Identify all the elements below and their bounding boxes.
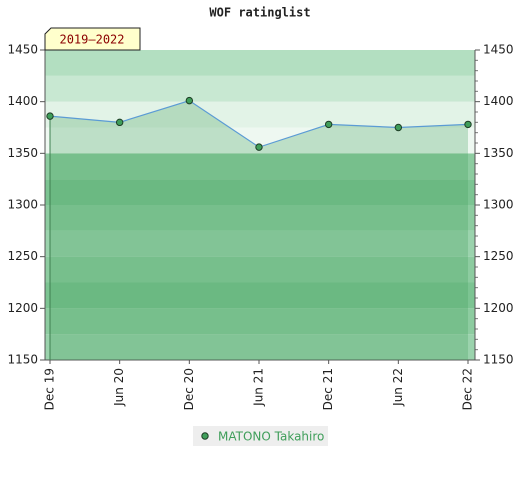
- y-tick-label: 1450: [7, 43, 38, 57]
- point: [185, 96, 194, 105]
- y-tick-label: 1300: [7, 198, 38, 212]
- y-tick-label: 1200: [7, 301, 38, 315]
- background-band: [45, 179, 475, 205]
- x-tick-label: Dec 21: [321, 368, 335, 410]
- y2-tick-label: 1300: [483, 198, 514, 212]
- point: [464, 120, 472, 129]
- y-tick-label: 1150: [7, 353, 38, 367]
- period-box: [44, 27, 141, 51]
- background-band: [45, 205, 475, 231]
- y-tick-label: 1400: [7, 94, 38, 108]
- background-band: [45, 230, 475, 257]
- legend-marker: [201, 432, 209, 440]
- point: [255, 143, 263, 151]
- y2-tick-label: 1200: [483, 301, 514, 315]
- x-tick-label: Jun 20: [112, 368, 126, 407]
- background-band: [45, 334, 475, 360]
- background-band: [45, 308, 475, 335]
- x-tick-label: Dec 22: [461, 368, 475, 410]
- legend-label: MATONO Takahiro: [218, 430, 324, 444]
- point: [394, 123, 403, 132]
- point: [324, 120, 333, 129]
- x-tick-label: Dec 19: [43, 368, 57, 410]
- period-label: 2019–2022: [59, 33, 124, 47]
- legend-box: [193, 426, 328, 446]
- y2-tick-label: 1450: [483, 43, 514, 57]
- point: [115, 118, 124, 127]
- point: [46, 112, 54, 120]
- y2-tick-label: 1150: [483, 353, 514, 367]
- background-band: [45, 282, 475, 309]
- y2-tick-label: 1400: [483, 94, 514, 108]
- y-tick-label: 1250: [7, 249, 38, 263]
- area: [50, 100, 468, 360]
- chart-title: WOF ratinglist: [209, 6, 310, 20]
- y2-tick-label: 1250: [483, 249, 514, 263]
- x-tick-label: Jun 22: [391, 368, 405, 407]
- background-band: [45, 153, 475, 180]
- x-tick-label: Jun 21: [252, 368, 266, 407]
- x-tick-label: Dec 20: [182, 368, 196, 410]
- background-band: [45, 50, 475, 76]
- background-band: [45, 75, 475, 102]
- y2-tick-label: 1350: [483, 146, 514, 160]
- background-band: [45, 256, 475, 283]
- y-tick-label: 1350: [7, 146, 38, 160]
